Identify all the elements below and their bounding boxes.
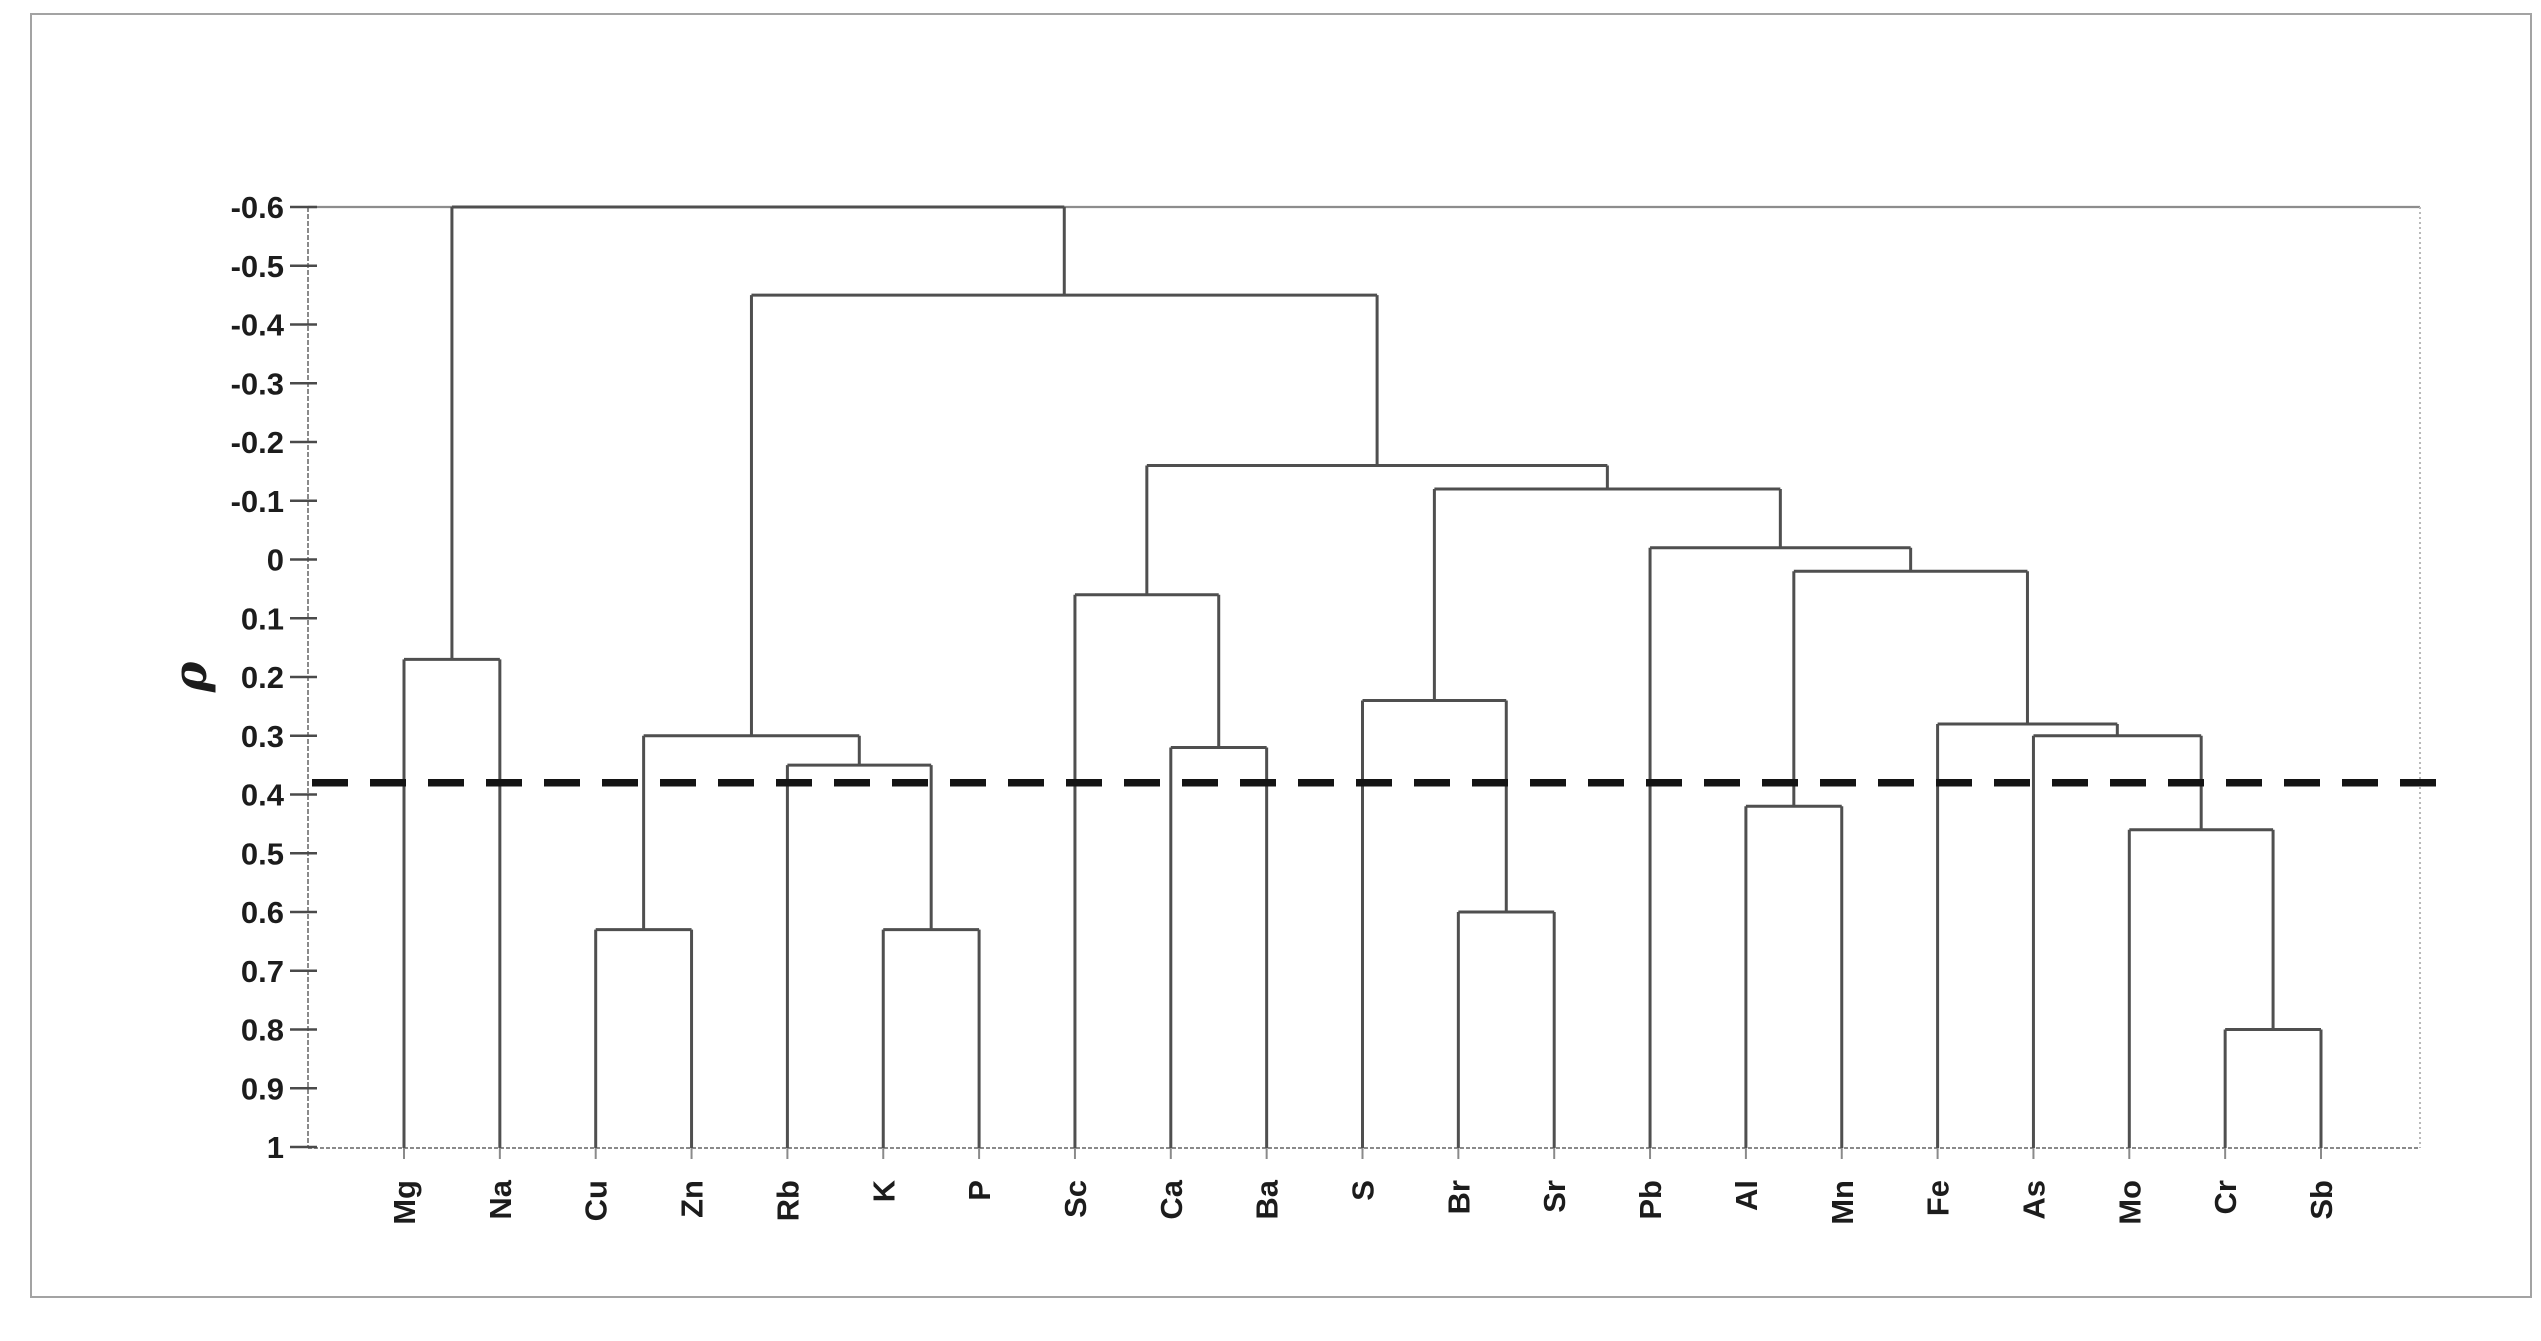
element-label-S: S — [1346, 1180, 1381, 1201]
y-tick-label: 0.9 — [241, 1071, 284, 1106]
y-tick-label: 0.5 — [241, 836, 284, 871]
y-tick-label: 0.1 — [241, 601, 284, 636]
element-label-Ca: Ca — [1154, 1179, 1189, 1219]
element-label-Al: Al — [1729, 1180, 1764, 1211]
element-label-As: As — [2016, 1180, 2051, 1220]
y-tick-label: 0 — [267, 543, 284, 578]
element-label-Fe: Fe — [1921, 1180, 1956, 1216]
element-label-Na: Na — [483, 1179, 518, 1219]
element-label-Mg: Mg — [387, 1180, 422, 1225]
element-label-Rb: Rb — [770, 1180, 805, 1221]
y-tick-label: -0.2 — [231, 425, 284, 460]
y-tick-label: 1 — [267, 1130, 284, 1165]
element-label-Sb: Sb — [2304, 1180, 2339, 1220]
figure-border — [30, 13, 2532, 1298]
element-label-Cu: Cu — [579, 1180, 614, 1221]
y-tick-label: 0.2 — [241, 660, 284, 695]
y-axis: -0.6 -0.5 -0.4 -0.3 -0.2 -0.1 0 0.1 0.2 0.3 0.4 0.5… — [231, 190, 317, 1165]
element-label-Zn: Zn — [675, 1180, 710, 1218]
element-label-Mn: Mn — [1825, 1180, 1860, 1225]
element-label-Sr: Sr — [1537, 1180, 1572, 1213]
element-labels: Mg Na Cu Zn Rb K P Sc Ca Ba S Br Sr Pb Al Mn Fe As Mo Cr Sb — [387, 1148, 2339, 1225]
element-label-Pb: Pb — [1633, 1180, 1668, 1220]
element-label-Mo: Mo — [2112, 1180, 2147, 1225]
y-tick-label: 0.4 — [241, 778, 285, 813]
y-tick-label: -0.3 — [231, 366, 284, 401]
y-tick-label: -0.6 — [231, 190, 284, 225]
element-label-Ba: Ba — [1250, 1179, 1285, 1219]
y-tick-label: -0.4 — [231, 308, 285, 343]
y-tick-label: 0.7 — [241, 954, 284, 989]
y-axis-title: ρ — [163, 661, 217, 693]
element-label-Br: Br — [1441, 1180, 1476, 1214]
element-label-K: K — [866, 1179, 901, 1202]
element-label-P: P — [962, 1180, 997, 1201]
y-tick-label: 0.8 — [241, 1013, 284, 1048]
dendrogram-links — [402, 205, 2323, 1148]
y-tick-label: 0.3 — [241, 719, 284, 754]
element-label-Sc: Sc — [1058, 1180, 1093, 1218]
y-tick-label: -0.5 — [231, 249, 284, 284]
y-tick-label: -0.1 — [231, 484, 284, 519]
element-label-Cr: Cr — [2208, 1180, 2243, 1214]
y-tick-label: 0.6 — [241, 895, 284, 930]
